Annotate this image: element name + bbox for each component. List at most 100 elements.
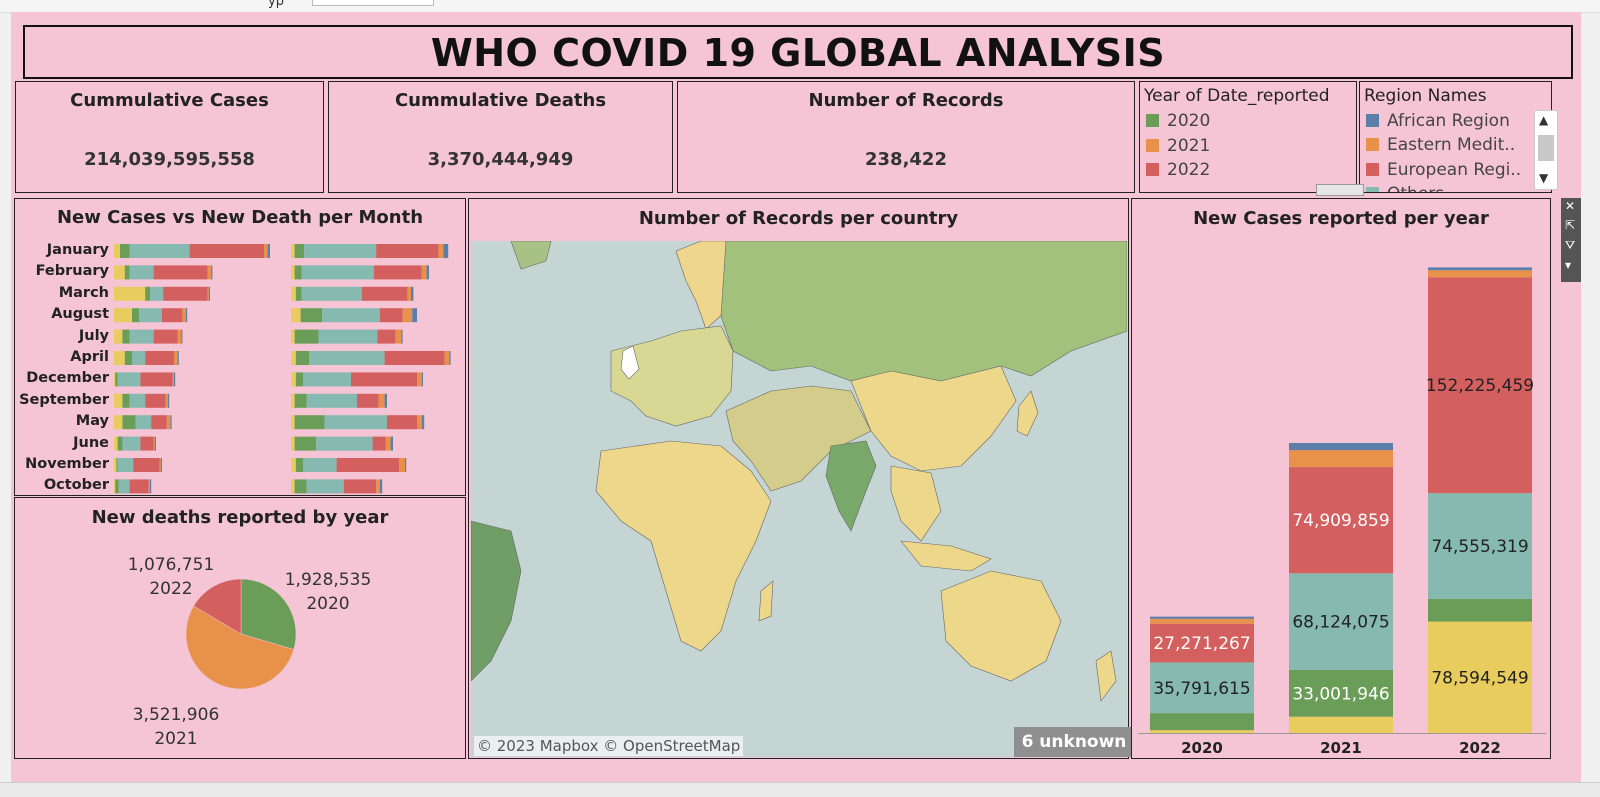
case-bar-segment[interactable] — [114, 244, 120, 258]
death-bar-segment[interactable] — [294, 415, 325, 430]
case-bar-segment[interactable] — [114, 458, 117, 472]
case-bar-segment[interactable] — [153, 329, 178, 344]
bar-segment[interactable] — [1289, 669, 1393, 717]
death-bar-segment[interactable] — [294, 265, 302, 280]
bar-segment[interactable] — [1428, 493, 1532, 599]
death-bar-segment[interactable] — [301, 286, 362, 301]
case-bar-segment[interactable] — [145, 393, 166, 408]
legend-item-2021[interactable]: 2021 — [1146, 136, 1210, 156]
bar-segment[interactable] — [1150, 618, 1254, 624]
case-bar-segment[interactable] — [177, 351, 179, 365]
death-bar-segment[interactable] — [372, 436, 386, 451]
death-bar-segment[interactable] — [402, 308, 413, 323]
kpi-cumulative-cases[interactable]: Cummulative Cases 214,039,595,558 — [15, 81, 324, 193]
death-bar-segment[interactable] — [385, 436, 391, 451]
death-bar-segment[interactable] — [301, 265, 374, 280]
case-bar-segment[interactable] — [208, 286, 210, 301]
death-bar-segment[interactable] — [322, 308, 380, 323]
legend-item-european-region[interactable]: European Regi.. — [1366, 160, 1521, 180]
scroll-down-icon[interactable]: ▼ — [1539, 171, 1549, 185]
case-bar-segment[interactable] — [114, 286, 146, 301]
death-bar-segment[interactable] — [411, 286, 414, 301]
world-map[interactable] — [471, 241, 1127, 757]
death-bar-segment[interactable] — [343, 479, 377, 494]
death-bar-segment[interactable] — [417, 372, 422, 387]
death-bar-segment[interactable] — [412, 308, 417, 323]
case-bar-segment[interactable] — [117, 372, 141, 387]
death-bar-segment[interactable] — [294, 244, 305, 258]
case-bar-segment[interactable] — [122, 393, 130, 408]
case-bar-segment[interactable] — [117, 458, 134, 472]
death-bar-segment[interactable] — [407, 286, 411, 301]
case-bar-segment[interactable] — [166, 415, 171, 430]
death-bar-segment[interactable] — [376, 479, 380, 494]
bar-segment[interactable] — [1150, 730, 1254, 733]
death-bar-segment[interactable] — [295, 286, 302, 301]
death-bar-segment[interactable] — [324, 415, 387, 430]
case-bar-segment[interactable] — [168, 393, 170, 408]
case-bar-segment[interactable] — [114, 308, 132, 323]
case-bar-segment[interactable] — [118, 479, 130, 494]
case-bar-segment[interactable] — [145, 286, 150, 301]
death-bar-segment[interactable] — [387, 415, 417, 430]
death-bar-segment[interactable] — [378, 393, 385, 408]
death-bar-segment[interactable] — [444, 351, 450, 365]
case-bar-segment[interactable] — [114, 436, 118, 451]
case-bar-segment[interactable] — [120, 244, 130, 258]
death-bar-segment[interactable] — [438, 244, 444, 258]
kpi-number-of-records[interactable]: Number of Records 238,422 — [677, 81, 1135, 193]
death-bar-segment[interactable] — [395, 329, 402, 344]
case-bar-segment[interactable] — [267, 244, 270, 258]
death-bar-segment[interactable] — [291, 479, 295, 494]
case-bar-segment[interactable] — [174, 351, 178, 365]
map-attribution[interactable]: © 2023 Mapbox © OpenStreetMap — [474, 736, 744, 756]
case-bar-segment[interactable] — [186, 308, 188, 323]
death-bar-segment[interactable] — [361, 286, 408, 301]
death-bar-segment[interactable] — [417, 415, 422, 430]
case-bar-segment[interactable] — [145, 351, 174, 365]
case-bar-segment[interactable] — [114, 265, 125, 280]
case-bar-segment[interactable] — [122, 329, 130, 344]
bar-segment[interactable] — [1150, 616, 1254, 619]
case-bar-segment[interactable] — [129, 393, 146, 408]
bar-segment[interactable] — [1289, 442, 1393, 451]
resize-grip-handle[interactable] — [1316, 184, 1364, 196]
case-bar-segment[interactable] — [148, 479, 150, 494]
bar-segment[interactable] — [1289, 467, 1393, 574]
death-bar-segment[interactable] — [291, 372, 296, 387]
death-bar-segment[interactable] — [426, 265, 429, 280]
death-bar-segment[interactable] — [379, 308, 403, 323]
case-bar-segment[interactable] — [140, 372, 173, 387]
filter-dropdown[interactable] — [312, 0, 434, 6]
death-bar-segment[interactable] — [303, 458, 337, 472]
death-bar-segment[interactable] — [291, 458, 296, 472]
death-bar-segment[interactable] — [291, 393, 295, 408]
death-bar-segment[interactable] — [291, 329, 295, 344]
case-bar-segment[interactable] — [133, 458, 160, 472]
bar-segment[interactable] — [1289, 573, 1393, 670]
case-bar-segment[interactable] — [135, 415, 152, 430]
case-bar-segment[interactable] — [115, 479, 119, 494]
death-bar-segment[interactable] — [309, 351, 385, 365]
case-bar-segment[interactable] — [114, 393, 123, 408]
case-bar-segment[interactable] — [174, 372, 176, 387]
death-bar-segment[interactable] — [318, 329, 378, 344]
death-bar-segment[interactable] — [294, 393, 307, 408]
death-bar-segment[interactable] — [351, 372, 417, 387]
death-bar-segment[interactable] — [384, 393, 387, 408]
case-bar-segment[interactable] — [153, 265, 208, 280]
case-bar-segment[interactable] — [129, 329, 154, 344]
legend-item-2022[interactable]: 2022 — [1146, 160, 1210, 180]
death-bar-segment[interactable] — [384, 351, 445, 365]
death-bar-segment[interactable] — [303, 372, 351, 387]
death-bar-segment[interactable] — [291, 415, 295, 430]
case-bar-segment[interactable] — [129, 244, 190, 258]
death-bar-segment[interactable] — [443, 244, 449, 258]
case-bar-segment[interactable] — [162, 308, 183, 323]
bar-segment[interactable] — [1150, 713, 1254, 731]
case-bar-segment[interactable] — [170, 415, 172, 430]
death-bar-segment[interactable] — [306, 393, 357, 408]
death-bar-segment[interactable] — [291, 308, 301, 323]
case-bar-segment[interactable] — [211, 265, 213, 280]
scroll-up-icon[interactable]: ▲ — [1539, 113, 1549, 127]
